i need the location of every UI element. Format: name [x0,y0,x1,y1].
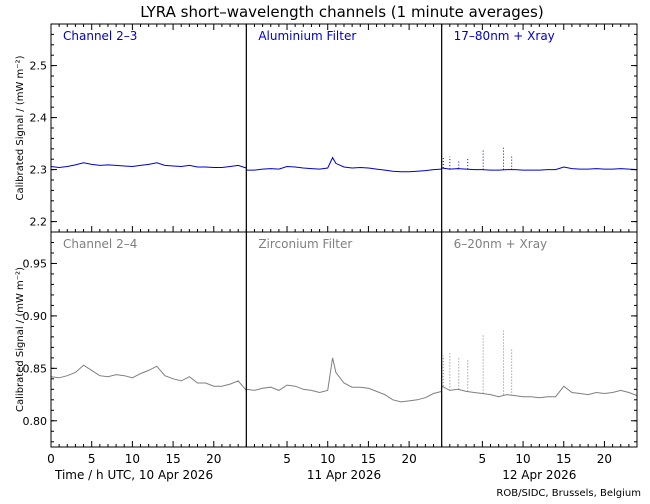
xtick-label-day3-h10: 10 [515,452,530,466]
ytick-label-row1-3: 2.5 [30,60,48,73]
xtick-label-day2-h10: 10 [320,452,335,466]
series-line-row2-day3 [441,385,638,399]
panel-frame-row1-day3 [441,23,638,233]
panel-frame-row2-day1 [50,231,247,448]
xtick-label-day1-h0: 0 [47,452,55,466]
xtick-label-day2-h20: 20 [401,452,416,466]
panel-label-row1-day2: Aluminium Filter [258,29,356,43]
chart-title: LYRA short–wavelength channels (1 minute… [140,3,543,21]
series-line-row1-day2 [246,156,442,173]
xtick-label-day3-h5: 5 [479,452,487,466]
ytick-label-row2-0: 0.80 [23,415,48,428]
series-line-row2-day2 [246,357,442,403]
xtick-label-day2-h15: 15 [361,452,376,466]
ylabel-row1: Calibrated Signal / (mW m⁻²) [15,55,26,200]
panel-label-row1-day3: 17–80nm + Xray [454,29,555,43]
panel-frame-row1-day2 [245,23,443,233]
xtick-label-day1-h10: 10 [125,452,140,466]
series-line-row1-day1 [50,162,247,169]
panel-label-row2-day1: Channel 2–4 [63,237,137,251]
ytick-label-row2-3: 0.95 [23,257,48,270]
ytick-label-row1-1: 2.3 [30,164,48,177]
panel-frame-row1-day1 [50,23,247,233]
ytick-label-row2-2: 0.90 [23,310,48,323]
series-line-row1-day3 [441,166,638,171]
ytick-label-row1-2: 2.4 [30,112,48,125]
series-line-row2-day1 [50,364,247,391]
panel-frame-row2-day2 [245,231,443,448]
xtick-label-day3-h15: 15 [556,452,571,466]
xtick-label-day1-h5: 5 [88,452,96,466]
xtick-label-day2-h5: 5 [283,452,291,466]
panel-label-row2-day3: 6–20nm + Xray [454,237,547,251]
panel-label-row2-day2: Zirconium Filter [258,237,352,251]
day-label-1: Time / h UTC, 10 Apr 2026 [54,468,213,482]
panel-frame-row2-day3 [441,231,638,448]
ytick-label-row2-1: 0.85 [23,362,48,375]
panel-label-row1-day1: Channel 2–3 [63,29,137,43]
day-label-3: 12 Apr 2026 [502,468,576,482]
xtick-label-day3-h20: 20 [597,452,612,466]
footer-credit: ROB/SIDC, Brussels, Belgium [496,488,641,499]
xtick-label-day1-h20: 20 [206,452,221,466]
ytick-label-row1-0: 2.2 [30,216,48,229]
xtick-label-day1-h15: 15 [165,452,180,466]
ylabel-row2: Calibrated Signal / (mW m⁻²) [15,267,26,412]
day-label-2: 11 Apr 2026 [307,468,381,482]
plot-layer: Channel 2–3 Aluminium Filter 17–80nm + Xra… [15,23,638,482]
